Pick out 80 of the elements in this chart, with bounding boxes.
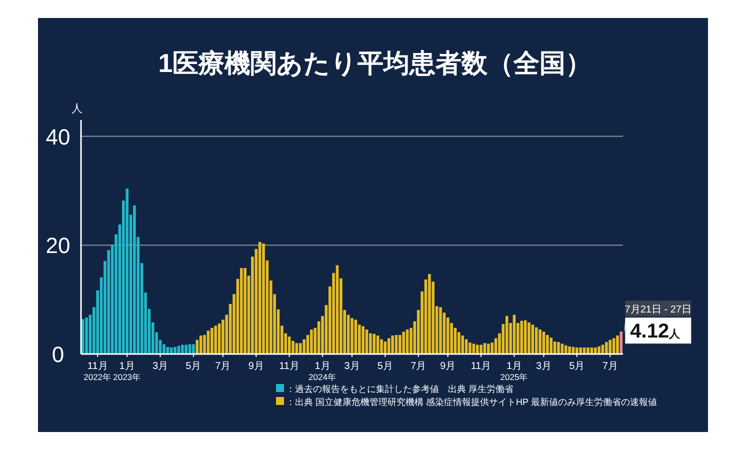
bar bbox=[214, 326, 217, 354]
bar bbox=[398, 334, 402, 354]
x-tick-label: 11月 bbox=[279, 361, 300, 372]
x-tick-label: 1月 2025年 bbox=[500, 361, 528, 382]
x-tick-label: 7月 bbox=[602, 361, 618, 372]
bar bbox=[538, 330, 542, 354]
bar bbox=[528, 322, 530, 354]
x-tick-label: 5月 bbox=[186, 361, 202, 372]
y-tick-label: 40 bbox=[46, 124, 70, 150]
bar bbox=[476, 344, 479, 354]
chart-title: 1医療機関あたり平均患者数（全国） bbox=[158, 48, 592, 78]
bar bbox=[298, 343, 302, 354]
bar bbox=[196, 340, 199, 354]
x-tick-label: 3月 bbox=[152, 361, 168, 372]
bar bbox=[608, 340, 612, 354]
bar bbox=[292, 340, 294, 354]
bar bbox=[302, 339, 306, 354]
bar bbox=[605, 342, 608, 354]
bar bbox=[564, 345, 568, 354]
bar bbox=[579, 347, 582, 354]
data-label: 4.12人 bbox=[630, 320, 682, 343]
bar bbox=[568, 346, 571, 354]
bar bbox=[520, 320, 524, 354]
legend-label: ：過去の報告をもとに集計した参考値 出典 厚生労働省 bbox=[286, 384, 514, 394]
x-tick-label: 1月 2023年 bbox=[113, 361, 142, 382]
bar bbox=[310, 330, 313, 354]
bar bbox=[458, 332, 460, 354]
bar bbox=[174, 346, 176, 354]
legend-label: ：出典 国立健康危機管理研究機構 感染症情報提供サイトHP 最新値のみ厚生労働省の速報値 bbox=[286, 397, 657, 407]
bar bbox=[402, 332, 406, 354]
bar bbox=[534, 327, 538, 354]
bar bbox=[468, 342, 472, 354]
y-tick-label: 0 bbox=[52, 342, 64, 367]
x-tick-label: 11月 bbox=[470, 361, 492, 372]
bar bbox=[550, 338, 553, 354]
x-tick-label: 9月 bbox=[440, 361, 456, 372]
bar bbox=[487, 344, 490, 354]
y-tick-label: 20 bbox=[46, 233, 70, 258]
x-tick-label: 5月 bbox=[377, 361, 393, 372]
bar bbox=[439, 307, 442, 354]
x-tick-label: 7月 bbox=[410, 361, 426, 372]
bar bbox=[428, 274, 431, 354]
x-tick-label: 3月 bbox=[344, 361, 360, 372]
bar bbox=[505, 316, 508, 354]
x-tick-label: 9月 bbox=[248, 361, 264, 372]
bar bbox=[262, 244, 265, 354]
bar bbox=[210, 328, 214, 354]
bar bbox=[380, 339, 383, 354]
bar bbox=[162, 344, 166, 354]
bar bbox=[180, 344, 184, 354]
bar bbox=[126, 188, 128, 354]
bar bbox=[203, 334, 206, 354]
x-tick-label: 5月 bbox=[569, 361, 585, 372]
x-tick-label: 11月 2022年 bbox=[84, 361, 112, 382]
bar bbox=[240, 268, 243, 354]
bar bbox=[372, 334, 376, 354]
x-tick-label: 1月 2024年 bbox=[308, 361, 336, 382]
bar bbox=[598, 346, 600, 354]
bar bbox=[391, 336, 394, 354]
bar bbox=[387, 338, 390, 354]
bar bbox=[244, 268, 246, 354]
bar bbox=[350, 318, 354, 354]
bar bbox=[133, 205, 136, 354]
x-tick-label: 3月 bbox=[536, 361, 552, 372]
bar bbox=[576, 347, 578, 354]
bar bbox=[480, 344, 482, 354]
bar bbox=[557, 342, 560, 354]
bar bbox=[546, 334, 549, 354]
bar bbox=[85, 318, 88, 354]
bar bbox=[184, 344, 188, 354]
bar bbox=[369, 333, 372, 354]
bar bbox=[616, 336, 619, 354]
x-tick-label: 7月 bbox=[215, 361, 231, 372]
bar bbox=[362, 326, 364, 354]
bar bbox=[166, 346, 170, 354]
text: 7月21日 - 27日 bbox=[624, 304, 692, 316]
bar bbox=[586, 347, 590, 354]
bar bbox=[461, 336, 464, 354]
y-axis-title: 人 bbox=[72, 103, 82, 115]
bar bbox=[192, 344, 195, 354]
